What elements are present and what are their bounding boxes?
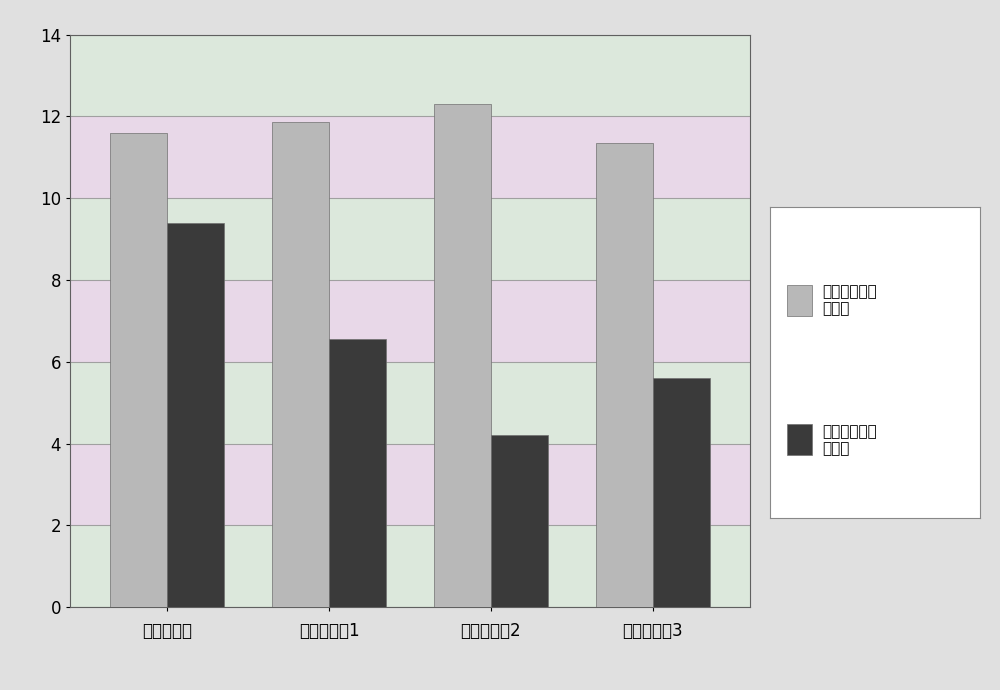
Text: 实验前平均血
糖含量: 实验前平均血 糖含量 [822, 284, 877, 316]
Bar [110, 132, 167, 607]
FancyBboxPatch shape [787, 424, 812, 455]
FancyBboxPatch shape [787, 285, 812, 316]
Bar [70, 117, 750, 198]
Bar [70, 34, 750, 117]
Bar [434, 104, 491, 607]
Bar [596, 143, 653, 607]
Bar [167, 223, 224, 607]
Bar [70, 280, 750, 362]
Bar [653, 378, 710, 607]
Bar [70, 444, 750, 525]
Bar [70, 198, 750, 280]
Text: 实验后平均血
糖含量: 实验后平均血 糖含量 [822, 424, 877, 456]
Bar [272, 122, 329, 607]
Bar [70, 362, 750, 444]
Bar [329, 339, 386, 607]
Bar [491, 435, 548, 607]
Bar [70, 525, 750, 607]
